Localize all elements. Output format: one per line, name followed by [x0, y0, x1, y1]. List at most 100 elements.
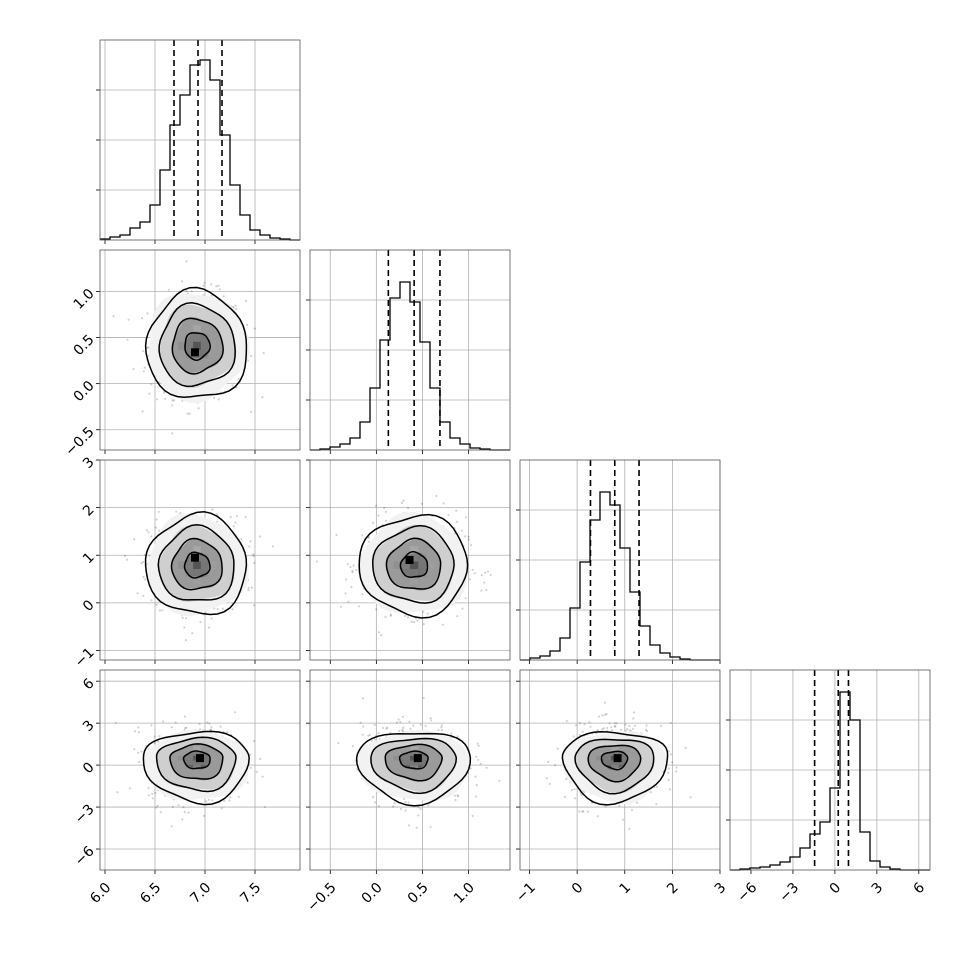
sample-point	[157, 510, 160, 513]
sample-point	[253, 604, 256, 607]
sample-point	[215, 285, 218, 288]
density-cell	[193, 765, 201, 770]
sample-point	[628, 729, 631, 732]
sample-point	[234, 711, 237, 714]
sample-point	[464, 535, 467, 538]
sample-point	[565, 719, 568, 723]
panel-frame	[729, 669, 931, 871]
x-tick-label-p3: 0	[827, 880, 845, 898]
density-cell	[410, 751, 419, 756]
panel-contents	[310, 670, 510, 870]
sample-point	[384, 615, 387, 619]
density-cell	[208, 561, 217, 570]
sample-point	[582, 810, 585, 813]
sample-point	[161, 609, 164, 612]
sample-point	[170, 726, 173, 729]
sample-point	[355, 568, 358, 571]
sample-point	[198, 722, 201, 726]
sample-point	[669, 753, 673, 756]
sample-point	[486, 570, 489, 573]
sample-point	[477, 744, 480, 747]
sample-point	[126, 338, 129, 341]
sample-point	[583, 723, 586, 726]
sample-point	[485, 588, 488, 592]
sample-point	[141, 410, 144, 413]
sample-point	[126, 558, 129, 561]
sample-point	[148, 392, 151, 395]
x-tick-label-p1: 1.0	[451, 880, 478, 907]
x-tick-label-p3: −3	[776, 880, 802, 906]
sample-point	[441, 729, 444, 732]
density-cell	[193, 760, 201, 766]
sample-point	[361, 697, 365, 700]
sample-point	[547, 760, 550, 764]
sample-point	[250, 586, 253, 589]
x-tick-label-p1: 0.5	[405, 880, 432, 907]
density-cell	[208, 755, 217, 761]
sample-point	[162, 391, 166, 394]
sample-point	[249, 766, 252, 769]
contour-line	[384, 743, 443, 782]
sample-point	[127, 318, 130, 321]
sample-point	[601, 728, 604, 731]
density-cell	[410, 576, 419, 585]
sample-point	[385, 727, 388, 730]
panel-frame	[519, 669, 721, 871]
sample-point	[144, 578, 147, 581]
density-peak	[191, 553, 199, 562]
sample-point	[435, 494, 438, 498]
sample-point	[464, 597, 467, 600]
sample-point	[208, 626, 211, 629]
contour-line	[158, 302, 236, 388]
sample-point	[151, 792, 154, 795]
sample-point	[573, 788, 576, 791]
sample-point	[253, 327, 256, 330]
sample-point	[484, 571, 487, 574]
contour-line	[182, 750, 211, 770]
sample-point	[210, 725, 213, 729]
sample-point	[397, 718, 400, 721]
sample-point	[262, 351, 265, 355]
sample-point	[383, 506, 386, 509]
sample-point	[249, 753, 252, 756]
sample-point	[222, 295, 225, 298]
sample-point	[456, 735, 459, 738]
sample-point	[219, 725, 222, 728]
sample-point	[352, 564, 355, 567]
sample-point	[668, 788, 672, 791]
sample-point	[337, 742, 340, 745]
sample-point	[586, 810, 590, 813]
density-cell	[193, 561, 201, 570]
y-tick-label-p3: 0	[80, 759, 98, 777]
density-cell	[401, 755, 411, 761]
sample-point	[171, 399, 174, 402]
sample-point	[133, 748, 136, 751]
sample-point	[485, 766, 488, 769]
sample-point	[146, 346, 149, 349]
sample-point	[605, 713, 608, 716]
histogram-p0	[100, 59, 300, 241]
sample-point	[346, 563, 349, 566]
sample-point	[203, 281, 206, 284]
density-cell	[618, 751, 627, 756]
density-cell	[200, 333, 209, 342]
sample-point	[216, 513, 219, 516]
sample-point	[229, 516, 232, 519]
density-cell	[200, 569, 209, 577]
sample-point	[430, 719, 433, 722]
contour-line	[370, 737, 458, 795]
sample-point	[244, 299, 248, 302]
x-tick-label-p2: 1	[617, 880, 635, 898]
sample-point	[381, 726, 385, 730]
sample-point	[158, 735, 161, 738]
sample-point	[174, 721, 177, 724]
sample-point	[392, 805, 395, 808]
sample-point	[372, 521, 375, 524]
sample-point	[422, 696, 425, 700]
y-tick-label-p3: 3	[80, 717, 98, 735]
sample-point	[253, 561, 256, 565]
sample-point	[231, 608, 234, 611]
sample-point	[184, 617, 188, 620]
sample-point	[424, 724, 427, 727]
density-cell	[410, 569, 419, 577]
